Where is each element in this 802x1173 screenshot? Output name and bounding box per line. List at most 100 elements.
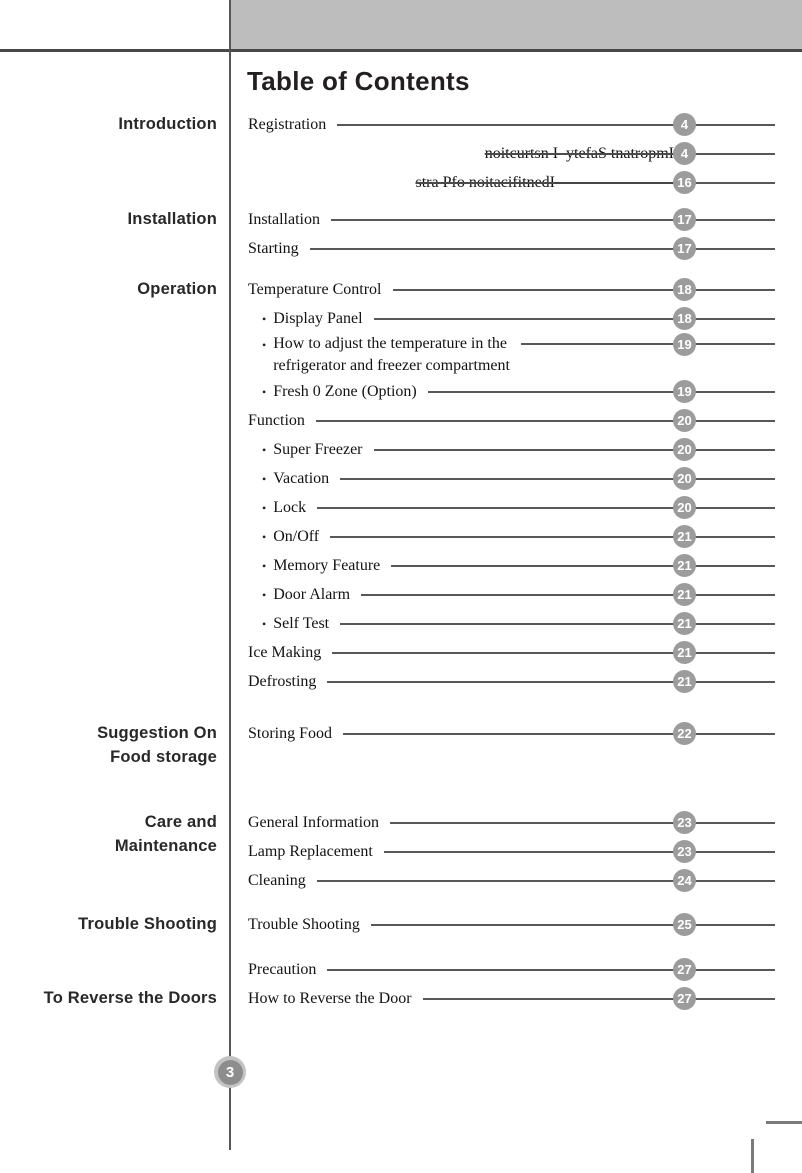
toc-entry: noitcurtsn I ytefaS tnatropmI 4 xyxy=(248,139,775,168)
leader-line-tail xyxy=(695,288,775,291)
section-label: Introduction xyxy=(0,110,217,136)
crop-mark-vertical xyxy=(751,1139,754,1173)
leader-line xyxy=(317,506,674,509)
toc-entry: Registration 4 xyxy=(248,110,775,139)
toc-section-trouble-shooting: Trouble Shooting Trouble Shooting 25 xyxy=(0,910,775,939)
toc-entry: Starting 17 xyxy=(248,234,775,263)
leader-line xyxy=(315,419,674,422)
leader-line xyxy=(427,390,674,393)
leader-line-tail xyxy=(695,651,775,654)
leader-line xyxy=(327,968,674,971)
toc-entry-label: How to Reverse the Door xyxy=(248,989,412,1007)
leader-line-tail xyxy=(695,419,775,422)
leader-line xyxy=(383,850,674,853)
leader-line-tail xyxy=(695,923,775,926)
bullet-icon: • xyxy=(262,587,267,602)
leader-line-tail xyxy=(695,732,775,735)
leader-line-tail xyxy=(695,506,775,509)
toc-entry-label: Display Panel xyxy=(273,309,363,327)
toc-page-badge: 27 xyxy=(673,987,696,1010)
leader-line-tail xyxy=(695,968,775,971)
toc-page-badge: 4 xyxy=(673,142,696,165)
section-label-line: To Reverse the Doors xyxy=(43,989,217,1007)
toc-entry-label: Starting xyxy=(248,239,299,257)
toc-entry: stra Pfo noitacifitnedI 16 xyxy=(248,168,775,197)
leader-line xyxy=(332,651,674,654)
toc-page-badge: 21 xyxy=(673,554,696,577)
toc-entry: Function 20 xyxy=(248,406,775,435)
leader-line xyxy=(373,317,674,320)
section-label-line: Installation xyxy=(127,210,217,228)
toc-section-operation: Operation Temperature Control 18 • Display P… xyxy=(0,275,775,696)
bullet-icon: • xyxy=(262,616,267,631)
leader-line-tail xyxy=(695,821,775,824)
toc-rows: Registration 4 noitcurtsn I ytefaS tnatrop… xyxy=(248,110,775,197)
leader-line xyxy=(330,535,674,538)
leader-line-tail xyxy=(695,181,775,184)
toc-entry-label: Ice Making xyxy=(248,643,322,661)
bullet-icon: • xyxy=(262,529,267,544)
section-label: Suggestion On Food storage xyxy=(0,719,217,769)
toc-sections: Introduction Registration 4 noitcurtsn I yt… xyxy=(0,110,775,1013)
toc-entry: Cleaning 24 xyxy=(248,866,775,895)
toc-entry: Trouble Shooting 25 xyxy=(248,910,775,939)
toc-entry: Lamp Replacement 23 xyxy=(248,837,775,866)
toc-entry-label: Memory Feature xyxy=(273,556,381,574)
leader-line-tail xyxy=(695,850,775,853)
toc-page-badge: 21 xyxy=(673,583,696,606)
header-bar xyxy=(231,0,802,49)
toc-page-badge: 27 xyxy=(673,958,696,981)
section-label-line: Suggestion On xyxy=(97,724,217,742)
toc-page-badge: 21 xyxy=(673,612,696,635)
toc-page-badge: 19 xyxy=(673,380,696,403)
leader-line-tail xyxy=(695,997,775,1000)
section-label: Trouble Shooting xyxy=(0,910,217,936)
leader-line xyxy=(327,680,674,683)
leader-line-tail xyxy=(695,317,775,320)
section-label-line: Trouble Shooting xyxy=(78,915,217,933)
bullet-icon: • xyxy=(262,442,267,457)
toc-entry: • How to adjust the temperature in the ref… xyxy=(248,333,775,377)
toc-entry: • Memory Feature 21 xyxy=(248,551,775,580)
toc-entry-label: Installation xyxy=(248,210,320,228)
leader-line xyxy=(316,879,674,882)
leader-line-tail xyxy=(695,593,775,596)
toc-entry: • Self Test 21 xyxy=(248,609,775,638)
toc-page-badge: 24 xyxy=(673,869,696,892)
toc-entry-label: Trouble Shooting xyxy=(248,915,360,933)
section-label-line: Food storage xyxy=(110,748,217,766)
leader-line-tail xyxy=(695,680,775,683)
toc-entry: Storing Food 22 xyxy=(248,719,775,748)
leader-line xyxy=(340,477,674,480)
leader-line xyxy=(391,564,674,567)
leader-line-tail xyxy=(695,123,775,126)
leader-line-tail xyxy=(695,152,775,155)
toc-page-badge: 21 xyxy=(673,641,696,664)
toc-page-badge: 23 xyxy=(673,811,696,834)
toc-entry-label: On/Off xyxy=(273,527,320,545)
crop-mark-horizontal xyxy=(766,1121,802,1124)
leader-line-tail xyxy=(695,343,775,345)
toc-page-badge: 18 xyxy=(673,278,696,301)
toc-page-badge: 17 xyxy=(673,208,696,231)
toc-entry-label: Storing Food xyxy=(248,724,333,742)
toc-page-badge: 22 xyxy=(673,722,696,745)
toc-entry: General Information 23 xyxy=(248,808,775,837)
toc-page-badge: 18 xyxy=(673,307,696,330)
toc-entry: • On/Off 21 xyxy=(248,522,775,551)
bullet-icon: • xyxy=(262,471,267,486)
leader-line-tail xyxy=(695,218,775,221)
toc-page-badge: 23 xyxy=(673,840,696,863)
toc-rows: Precaution 27 How to Reverse the Door 27 xyxy=(248,955,775,1013)
toc-rows: Temperature Control 18 • Display Panel 18 • Ho… xyxy=(248,275,775,696)
leader-line-tail xyxy=(695,477,775,480)
bullet-icon: • xyxy=(262,338,267,352)
section-label: To Reverse the Doors xyxy=(0,955,217,1010)
leader-line-tail xyxy=(695,448,775,451)
leader-line-tail xyxy=(695,564,775,567)
section-label: Operation xyxy=(0,275,217,301)
toc-page-badge: 20 xyxy=(673,496,696,519)
toc-entry-label-line2: refrigerator and freezer compartment xyxy=(273,357,510,374)
toc-rows: Trouble Shooting 25 xyxy=(248,910,775,939)
